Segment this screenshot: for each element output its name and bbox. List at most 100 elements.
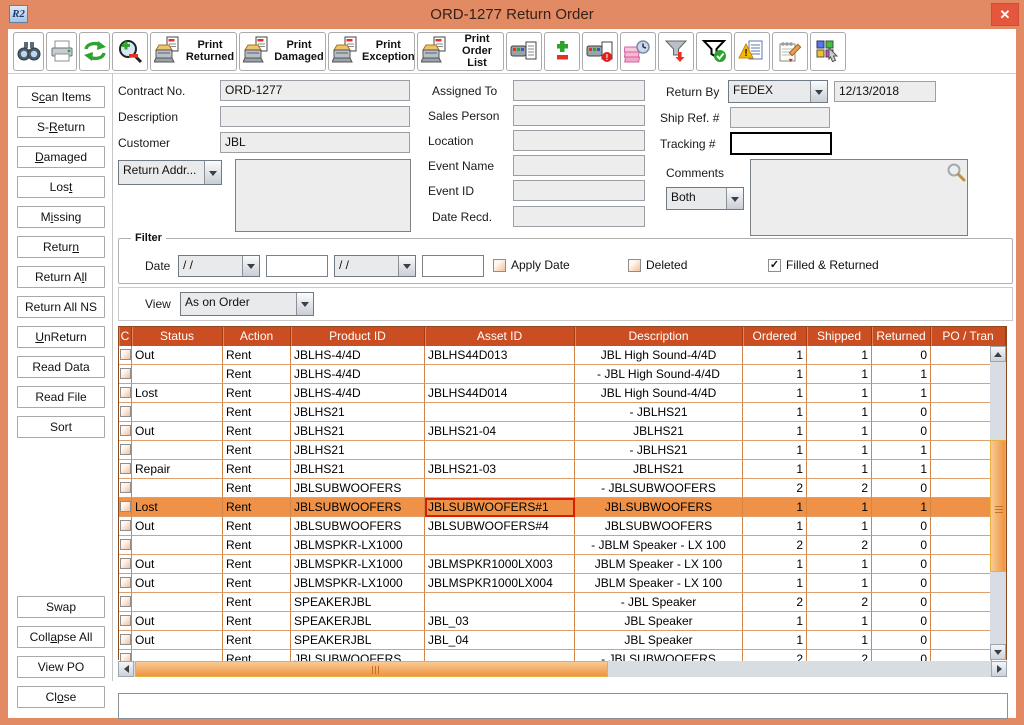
cell-check[interactable] [119,650,132,661]
row-checkbox[interactable] [120,558,131,569]
cell-product-id[interactable]: SPEAKERJBL [291,612,425,631]
table-row[interactable]: Out Rent JBLHS21 JBLHS21-04 JBLHS21 1 1 0 [119,422,992,441]
cell-check[interactable] [119,498,132,517]
cell-asset-id[interactable]: JBL_03 [425,612,575,631]
cell-action[interactable]: Rent [223,536,291,555]
scan-register-button[interactable] [506,31,542,71]
cell-description[interactable]: - JBLSUBWOOFERS [575,479,743,498]
cell-asset-id[interactable] [425,365,575,384]
deleted-checkbox[interactable] [628,258,641,272]
sidebar-item-read-data[interactable]: Read Data [17,356,105,378]
cell-shipped[interactable]: 1 [807,384,872,403]
cell-description[interactable]: - JBLSUBWOOFERS [575,650,743,661]
cell-ordered[interactable]: 2 [743,479,807,498]
cell-action[interactable]: Rent [223,612,291,631]
cell-action[interactable]: Rent [223,479,291,498]
find-button[interactable] [13,31,44,71]
cell-status[interactable]: Out [132,574,223,593]
cell-ordered[interactable]: 2 [743,650,807,661]
cell-asset-id[interactable] [425,403,575,422]
cell-status[interactable] [132,536,223,555]
sidebar-item-close[interactable]: Close [17,686,105,708]
cell-ordered[interactable]: 1 [743,346,807,365]
cell-po-tran[interactable] [931,536,992,555]
cell-product-id[interactable]: JBLHS-4/4D [291,384,425,403]
customize-layout-button[interactable] [810,31,846,71]
cell-status[interactable]: Lost [132,498,223,517]
cell-check[interactable] [119,555,132,574]
cell-po-tran[interactable] [931,593,992,612]
cell-ordered[interactable]: 1 [743,365,807,384]
date-from-extra-field[interactable] [266,255,328,277]
cell-po-tran[interactable] [931,422,992,441]
cell-po-tran[interactable] [931,555,992,574]
sidebar-item-return-all-ns[interactable]: Return All NS [17,296,105,318]
cell-shipped[interactable]: 2 [807,593,872,612]
cell-po-tran[interactable] [931,384,992,403]
cell-product-id[interactable]: JBLHS21 [291,441,425,460]
cell-ordered[interactable]: 2 [743,536,807,555]
table-row[interactable]: Lost Rent JBLHS-4/4D JBLHS44D014 JBL High So… [119,384,992,403]
cell-description[interactable]: - JBL High Sound-4/4D [575,365,743,384]
cell-status[interactable]: Out [132,612,223,631]
cell-ordered[interactable]: 1 [743,574,807,593]
cell-status[interactable]: Out [132,346,223,365]
table-row[interactable]: Lost Rent JBLSUBWOOFERS JBLSUBWOOFERS#1 JBLS… [119,498,992,517]
cell-po-tran[interactable] [931,460,992,479]
cell-action[interactable]: Rent [223,593,291,612]
cell-ordered[interactable]: 1 [743,403,807,422]
row-checkbox[interactable] [120,406,131,417]
close-window-button[interactable]: ✕ [991,3,1019,26]
cell-asset-id[interactable]: JBLSUBWOOFERS#4 [425,517,575,536]
cell-description[interactable]: JBL High Sound-4/4D [575,346,743,365]
table-row[interactable]: Out Rent JBLMSPKR-LX1000 JBLMSPKR1000LX003 J… [119,555,992,574]
chevron-down-icon[interactable] [398,256,415,276]
cell-product-id[interactable]: SPEAKERJBL [291,593,425,612]
horizontal-scroll-thumb[interactable] [135,661,608,677]
vertical-scroll-thumb[interactable] [990,440,1006,572]
cell-status[interactable] [132,365,223,384]
cell-check[interactable] [119,517,132,536]
sidebar-item-view-po[interactable]: View PO [17,656,105,678]
cell-ordered[interactable]: 1 [743,631,807,650]
col-header-description[interactable]: Description [575,327,743,346]
row-checkbox[interactable] [120,615,131,626]
table-row[interactable]: Rent JBLHS21- JBLHS21 1 1 0 [119,403,992,422]
zoom-adjust-button[interactable] [112,31,148,71]
horizontal-scrollbar[interactable] [118,661,1007,677]
cell-action[interactable]: Rent [223,650,291,661]
cell-description[interactable]: JBLHS21 [575,460,743,479]
cell-action[interactable]: Rent [223,384,291,403]
cell-product-id[interactable]: JBLHS21 [291,422,425,441]
cell-shipped[interactable]: 1 [807,422,872,441]
cell-product-id[interactable]: JBLSUBWOOFERS [291,498,425,517]
cell-ordered[interactable]: 1 [743,422,807,441]
row-checkbox[interactable] [120,482,131,493]
row-checkbox[interactable] [120,501,131,512]
sidebar-item-swap[interactable]: Swap [17,596,105,618]
cell-check[interactable] [119,422,132,441]
cell-asset-id[interactable] [425,650,575,661]
cell-description[interactable]: - JBLHS21 [575,441,743,460]
cell-asset-id[interactable] [425,479,575,498]
filter-verify-button[interactable] [696,31,732,71]
cell-action[interactable]: Rent [223,346,291,365]
cell-shipped[interactable]: 1 [807,631,872,650]
cell-product-id[interactable]: JBLSUBWOOFERS [291,650,425,661]
cell-description[interactable]: JBLM Speaker - LX 100 [575,555,743,574]
sidebar-item-missing[interactable]: Missing [17,206,105,228]
cell-ordered[interactable]: 1 [743,555,807,574]
row-checkbox[interactable] [120,463,131,474]
cell-returned[interactable]: 0 [872,403,931,422]
refresh-button[interactable] [79,31,110,71]
col-header-action[interactable]: Action [223,327,291,346]
cell-returned[interactable]: 0 [872,517,931,536]
cell-check[interactable] [119,346,132,365]
cell-asset-id[interactable]: JBLMSPKR1000LX004 [425,574,575,593]
table-row[interactable]: Out Rent JBLSUBWOOFERS JBLSUBWOOFERS#4 JBLSU… [119,517,992,536]
cell-shipped[interactable]: 1 [807,441,872,460]
cell-description[interactable]: JBL High Sound-4/4D [575,384,743,403]
cell-description[interactable]: JBLSUBWOOFERS [575,517,743,536]
event-id-field[interactable] [513,180,645,201]
cell-status[interactable]: Repair [132,460,223,479]
